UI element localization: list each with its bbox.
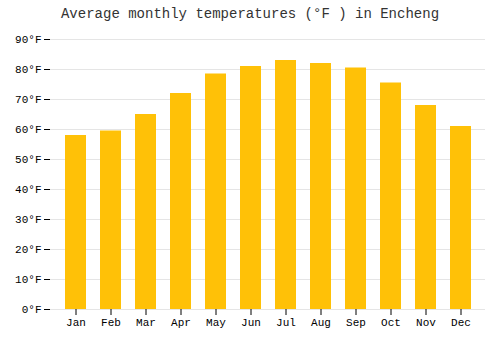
svg-text:80°F: 80°F: [15, 64, 41, 76]
svg-text:Dec: Dec: [451, 317, 471, 329]
svg-text:90°F: 90°F: [15, 34, 41, 46]
svg-text:May: May: [206, 317, 226, 329]
svg-text:50°F: 50°F: [15, 154, 41, 166]
svg-text:Oct: Oct: [381, 317, 401, 329]
svg-text:Aug: Aug: [311, 317, 331, 329]
svg-text:Feb: Feb: [101, 317, 121, 329]
svg-text:70°F: 70°F: [15, 94, 41, 106]
svg-text:0°F: 0°F: [22, 304, 42, 316]
svg-text:30°F: 30°F: [15, 214, 41, 226]
svg-text:Apr: Apr: [171, 317, 191, 329]
svg-text:Jun: Jun: [241, 317, 261, 329]
svg-text:60°F: 60°F: [15, 124, 41, 136]
html-text:Average monthly temperatures (: Average monthly temperatures (°F ) in En…: [61, 6, 439, 22]
svg-text:Sep: Sep: [346, 317, 366, 329]
svg-text:10°F: 10°F: [15, 274, 41, 286]
svg-text:Jan: Jan: [66, 317, 86, 329]
svg-text:Mar: Mar: [136, 317, 156, 329]
svg-text:20°F: 20°F: [15, 244, 41, 256]
svg-text:Nov: Nov: [416, 317, 436, 329]
svg-text:40°F: 40°F: [15, 184, 41, 196]
svg-text:Jul: Jul: [276, 317, 296, 329]
